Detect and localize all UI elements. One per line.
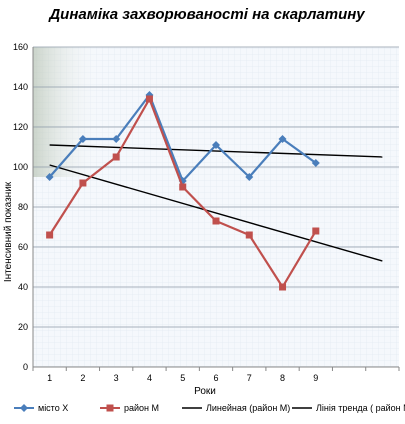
legend-item-district-m: район М <box>100 403 159 413</box>
legend-marker <box>106 404 114 412</box>
data-point <box>45 173 54 181</box>
x-tick-label: 1 <box>47 373 52 383</box>
data-point <box>112 135 121 143</box>
legend-label: Лінія тренда ( район М) <box>316 403 405 413</box>
trendlines <box>49 144 383 262</box>
x-tick-label: 2 <box>80 373 85 383</box>
trendline <box>49 144 383 158</box>
y-tick-label: 120 <box>13 122 28 132</box>
data-point <box>112 153 120 161</box>
gridlines <box>32 46 400 371</box>
data-point <box>145 95 153 103</box>
y-tick-label: 140 <box>13 82 28 92</box>
legend-item-trendline: Лінія тренда ( район М) <box>292 403 405 413</box>
data-point <box>278 135 287 143</box>
x-axis-label: Роки <box>194 386 216 397</box>
data-point <box>245 231 253 239</box>
x-tick-label: 6 <box>213 373 218 383</box>
y-tick-label: 100 <box>13 162 28 172</box>
legend-label: Линейная (район М) <box>206 403 290 413</box>
legend-label: район М <box>124 403 159 413</box>
data-point <box>179 183 187 191</box>
y-tick-label: 60 <box>18 242 28 252</box>
x-tick-label: 7 <box>247 373 252 383</box>
y-tick-label: 40 <box>18 282 28 292</box>
data-point <box>312 227 320 235</box>
data-point <box>212 217 220 225</box>
legend-item-city-x: місто Х <box>14 403 68 413</box>
data-point <box>245 173 254 181</box>
legend-label: місто Х <box>38 403 68 413</box>
data-point <box>279 283 287 291</box>
x-tick-label: 4 <box>147 373 152 383</box>
x-tick-label: 5 <box>180 373 185 383</box>
y-tick-label: 20 <box>18 322 28 332</box>
y-tick-label: 160 <box>13 42 28 52</box>
series <box>45 91 320 291</box>
x-tick-label: 9 <box>313 373 318 383</box>
data-point <box>46 231 54 239</box>
legend: місто Х район М Линейная (район М) Лінія тр… <box>14 403 405 413</box>
chart-title: Динаміка захворюваності на скарлатину <box>47 6 365 23</box>
data-point <box>78 135 87 143</box>
y-ticks: 0 20 40 60 80 100 120 140 160 <box>13 42 28 372</box>
y-tick-label: 0 <box>23 362 28 372</box>
data-point <box>79 179 87 187</box>
x-tick-label: 8 <box>280 373 285 383</box>
legend-marker <box>20 404 28 412</box>
legend-item-linear: Линейная (район М) <box>182 403 290 413</box>
x-tick-label: 3 <box>114 373 119 383</box>
data-point <box>212 141 220 149</box>
y-axis-label: Інтенсивний показник <box>3 181 14 282</box>
data-point <box>311 159 320 167</box>
y-tick-label: 80 <box>18 202 28 212</box>
x-ticks: 1 2 3 4 5 6 7 8 9 <box>47 373 318 383</box>
trendline <box>49 164 383 262</box>
